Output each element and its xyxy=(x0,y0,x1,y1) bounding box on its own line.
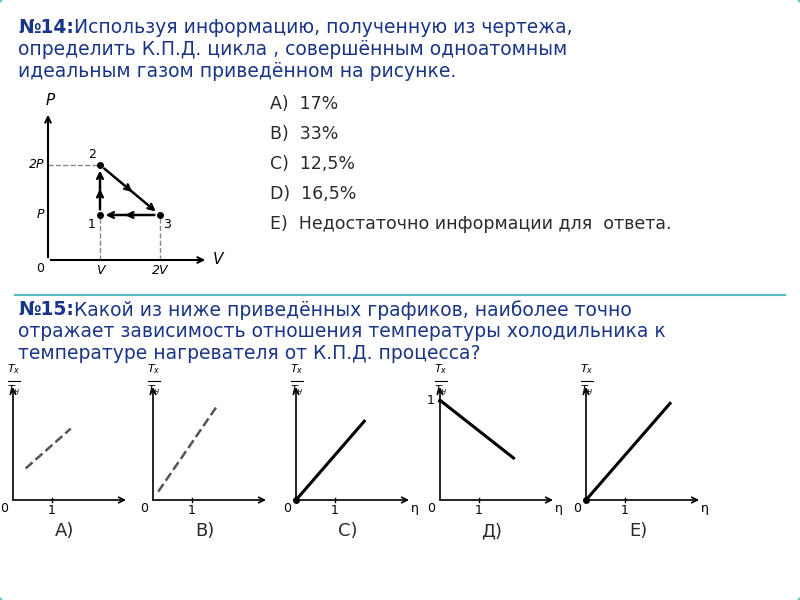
Text: V: V xyxy=(213,251,223,266)
Text: η: η xyxy=(411,502,419,515)
Text: отражает зависимость отношения температуры холодильника к: отражает зависимость отношения температу… xyxy=(18,322,666,341)
Text: P: P xyxy=(46,93,54,108)
Text: 1: 1 xyxy=(621,504,629,517)
Text: $T_x$: $T_x$ xyxy=(580,362,594,376)
Text: 3: 3 xyxy=(163,218,171,231)
Text: $T_x$: $T_x$ xyxy=(7,362,21,376)
Text: A): A) xyxy=(55,522,74,540)
Text: B)  33%: B) 33% xyxy=(270,125,338,143)
Text: 0: 0 xyxy=(427,502,435,515)
Text: $T_x$: $T_x$ xyxy=(290,362,304,376)
Text: 2V: 2V xyxy=(152,264,168,277)
Text: D)  16,5%: D) 16,5% xyxy=(270,185,356,203)
Text: 2P: 2P xyxy=(29,158,44,172)
Text: 1: 1 xyxy=(331,504,339,517)
Text: η: η xyxy=(701,502,709,515)
Text: идеальным газом приведённом на рисунке.: идеальным газом приведённом на рисунке. xyxy=(18,62,456,81)
Text: Используя информацию, полученную из чертежа,: Используя информацию, полученную из черт… xyxy=(68,18,573,37)
Text: 2: 2 xyxy=(88,148,96,161)
Text: 0: 0 xyxy=(36,262,44,275)
Text: 1: 1 xyxy=(48,504,56,517)
Text: $T_н$: $T_н$ xyxy=(580,383,594,397)
Text: 0: 0 xyxy=(0,502,8,515)
Text: 0: 0 xyxy=(573,502,581,515)
Text: $T_н$: $T_н$ xyxy=(434,383,448,397)
Text: 1: 1 xyxy=(88,218,96,231)
Text: определить К.П.Д. цикла , совершённым одноатомным: определить К.П.Д. цикла , совершённым од… xyxy=(18,40,567,59)
Text: 0: 0 xyxy=(140,502,148,515)
Text: 1: 1 xyxy=(188,504,196,517)
Text: V: V xyxy=(96,264,104,277)
Text: $T_н$: $T_н$ xyxy=(7,383,21,397)
Text: A)  17%: A) 17% xyxy=(270,95,338,113)
Text: №14:: №14: xyxy=(18,18,74,37)
Text: 1: 1 xyxy=(427,395,435,407)
Text: C): C) xyxy=(338,522,358,540)
Text: 0: 0 xyxy=(283,502,291,515)
Text: Какой из ниже приведённых графиков, наиболее точно: Какой из ниже приведённых графиков, наиб… xyxy=(68,300,632,320)
Text: $T_н$: $T_н$ xyxy=(147,383,161,397)
Text: P: P xyxy=(37,208,44,221)
Text: E)  Недостаточно информации для  ответа.: E) Недостаточно информации для ответа. xyxy=(270,215,671,233)
Text: температуре нагревателя от К.П.Д. процесса?: температуре нагревателя от К.П.Д. процес… xyxy=(18,344,481,363)
Text: E): E) xyxy=(629,522,647,540)
Text: $T_н$: $T_н$ xyxy=(290,383,304,397)
Text: $T_x$: $T_x$ xyxy=(147,362,161,376)
Text: 1: 1 xyxy=(475,504,483,517)
Text: $T_x$: $T_x$ xyxy=(434,362,448,376)
Text: Д): Д) xyxy=(482,522,502,540)
Text: C)  12,5%: C) 12,5% xyxy=(270,155,355,173)
Text: B): B) xyxy=(195,522,214,540)
Text: η: η xyxy=(555,502,563,515)
Text: №15:: №15: xyxy=(18,300,74,319)
